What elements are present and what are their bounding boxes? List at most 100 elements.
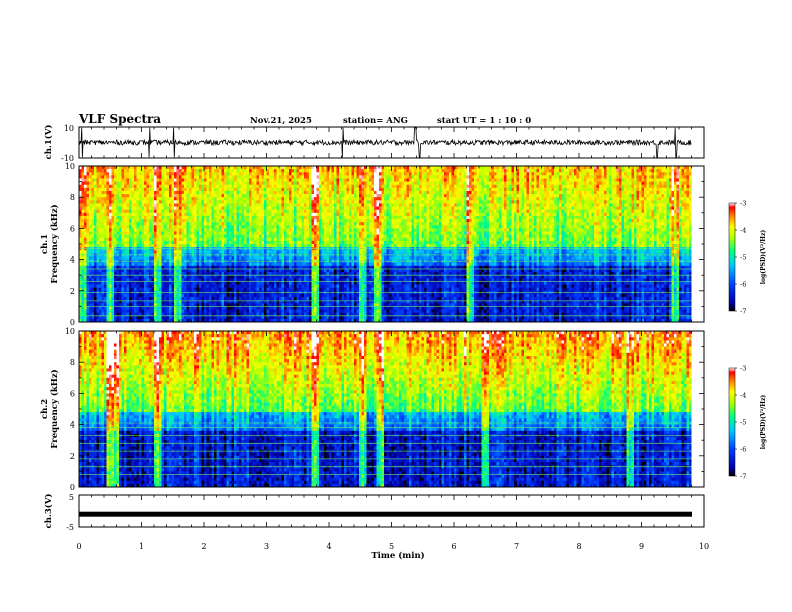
spectrogram-cell: [306, 219, 310, 223]
spectrogram-cell: [149, 315, 152, 320]
spectrogram-cell: [239, 275, 242, 279]
spectrogram-cell: [164, 194, 167, 198]
spectrogram-cell: [251, 175, 255, 179]
spectrogram-cell: [321, 190, 325, 195]
spectrogram-cell: [216, 234, 220, 239]
spectrogram-cell: [144, 250, 147, 254]
spectrogram-cell: [246, 231, 250, 235]
spectrogram-cell: [289, 237, 292, 242]
spectrogram-cell: [226, 275, 230, 279]
spectrogram-cell: [111, 187, 115, 192]
spectrogram-cell: [176, 293, 180, 298]
spectrogram-cell: [216, 318, 220, 323]
spectrogram-cell: [299, 222, 302, 226]
spectrogram-cell: [261, 234, 265, 239]
spectrogram-cell: [146, 212, 150, 217]
spectrogram-cell: [279, 197, 282, 201]
spectrogram-cell: [136, 206, 140, 210]
spectrogram-cell: [286, 197, 290, 201]
spectrogram-cell: [181, 228, 185, 232]
spectrogram-cell: [201, 262, 205, 267]
spectrogram-cell: [314, 306, 317, 310]
spectrogram-cell: [166, 172, 170, 176]
spectrogram-cell: [101, 244, 105, 248]
spectrogram-cell: [244, 178, 247, 182]
spectrogram-cell: [249, 240, 252, 245]
spectrogram-cell: [179, 297, 182, 301]
spectrogram-cell: [179, 197, 182, 201]
spectrogram-cell: [271, 206, 275, 210]
spectrogram-cell: [261, 303, 265, 307]
spectrogram-cell: [234, 225, 237, 229]
spectrogram-cell: [321, 206, 325, 210]
spectrogram-cell: [139, 278, 142, 282]
spectrogram-cell: [276, 244, 280, 248]
spectrogram-cell: [121, 275, 125, 279]
spectrogram-cell: [276, 315, 280, 320]
spectrogram-cell: [269, 268, 272, 273]
spectrogram-cell: [229, 200, 232, 204]
spectrogram-cell: [219, 166, 222, 170]
spectrogram-cell: [281, 268, 285, 273]
spectrogram-cell: [211, 181, 215, 186]
spectrogram-cell: [264, 181, 267, 186]
spectrogram-cell: [254, 222, 257, 226]
spectrogram-cell: [291, 278, 295, 282]
spectrogram-cell: [241, 303, 245, 307]
spectrogram-cell: [149, 194, 152, 198]
spectrogram-cell: [119, 272, 122, 276]
spectrogram-cell: [159, 234, 162, 239]
spectrogram-cell: [176, 197, 180, 201]
spectrogram-cell: [301, 172, 305, 176]
spectrogram-cell: [154, 312, 157, 317]
spectrogram-cell: [96, 200, 100, 204]
spectrogram-cell: [124, 275, 127, 279]
spectrogram-cell: [281, 231, 285, 235]
spectrogram-cell: [209, 187, 212, 192]
spectrogram-cell: [266, 209, 270, 214]
spectrogram-cell: [161, 300, 165, 304]
spectrogram-cell: [231, 281, 235, 285]
spectrogram-cell: [204, 169, 207, 173]
spectrogram-cell: [96, 237, 100, 242]
spectrogram-cell: [86, 278, 90, 282]
spectrogram-cell: [189, 240, 192, 245]
spectrogram-cell: [206, 315, 210, 320]
spectrogram-cell: [151, 278, 155, 282]
spectrogram-cell: [154, 234, 157, 239]
spectrogram-cell: [306, 194, 310, 198]
spectrogram-cell: [86, 184, 90, 189]
spectrogram-cell: [224, 315, 227, 320]
spectrogram-cell: [286, 262, 290, 267]
spectrogram-cell: [209, 166, 212, 170]
start-time-label: start UT = 1 : 10 : 0: [437, 116, 531, 126]
spectrogram-cell: [229, 306, 232, 310]
spectrogram-cell: [194, 281, 197, 285]
spectrogram-cell: [181, 287, 185, 292]
spectrogram-cell: [296, 203, 300, 207]
spectrogram-cell: [221, 265, 225, 270]
spectrogram-cell: [216, 306, 220, 310]
spectrogram-cell: [204, 300, 207, 304]
spectrogram-cell: [126, 309, 130, 313]
spectrogram-cell: [201, 265, 205, 270]
spectrogram-cell: [114, 287, 117, 292]
spectrogram-cell: [281, 297, 285, 301]
spectrogram-cell: [251, 287, 255, 292]
spectrogram-cell: [191, 265, 195, 270]
spectrogram-cell: [296, 287, 300, 292]
spectrogram-cell: [276, 240, 280, 245]
spectrogram-cell: [156, 240, 160, 245]
spectrogram-cell: [264, 250, 267, 254]
spectrogram-cell: [289, 206, 292, 210]
spectrogram-cell: [119, 231, 122, 235]
spectrogram-cell: [301, 169, 305, 173]
spectrogram-cell: [174, 244, 177, 248]
spectrogram-cell: [91, 222, 95, 226]
spectrogram-cell: [249, 200, 252, 204]
spectrogram-cell: [89, 225, 92, 229]
spectrogram-cell: [281, 237, 285, 242]
spectrogram-cell: [236, 184, 240, 189]
spectrogram-cell: [196, 228, 200, 232]
spectrogram-cell: [271, 178, 275, 182]
